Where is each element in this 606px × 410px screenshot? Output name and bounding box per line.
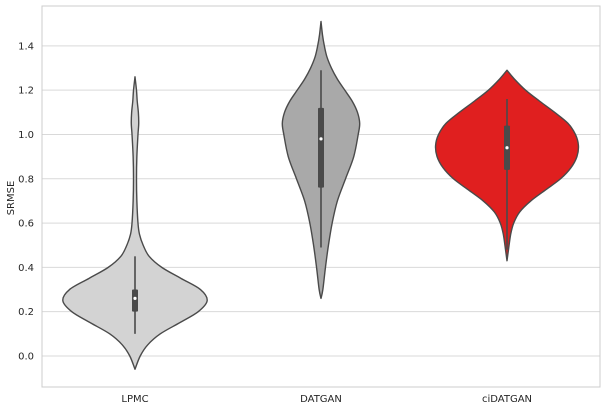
- y-tick-label: 1.0: [18, 130, 34, 141]
- violin-cidatgan: [434, 69, 580, 262]
- violins: [62, 20, 580, 370]
- y-axis-label: SRMSE: [6, 181, 17, 216]
- median-point: [133, 296, 137, 300]
- y-tick-label: 0.6: [18, 219, 34, 230]
- violin-body: [62, 76, 208, 370]
- y-tick-labels: 0.0 0.2 0.4 0.6 0.8 1.0 1.2 1.4: [18, 41, 34, 362]
- y-tick-label: 0.2: [18, 307, 34, 318]
- violin-lpmc: [62, 76, 208, 370]
- y-tick-label: 0.8: [18, 174, 34, 185]
- y-tick-label: 0.0: [18, 351, 34, 362]
- x-tick-label: DATGAN: [300, 394, 342, 405]
- x-tick-label: ciDATGAN: [482, 394, 532, 405]
- median-point: [505, 146, 509, 150]
- y-tick-label: 1.2: [18, 86, 34, 97]
- x-tick-label: LPMC: [121, 394, 148, 405]
- y-tick-label: 0.4: [18, 263, 34, 274]
- iqr-box: [132, 289, 138, 312]
- plot-frame: [41, 5, 601, 388]
- median-point: [319, 137, 323, 141]
- iqr-box: [318, 107, 324, 188]
- violin-datgan: [281, 20, 361, 300]
- y-tick-label: 1.4: [18, 41, 34, 52]
- x-tick-labels: LPMC DATGAN ciDATGAN: [121, 394, 532, 405]
